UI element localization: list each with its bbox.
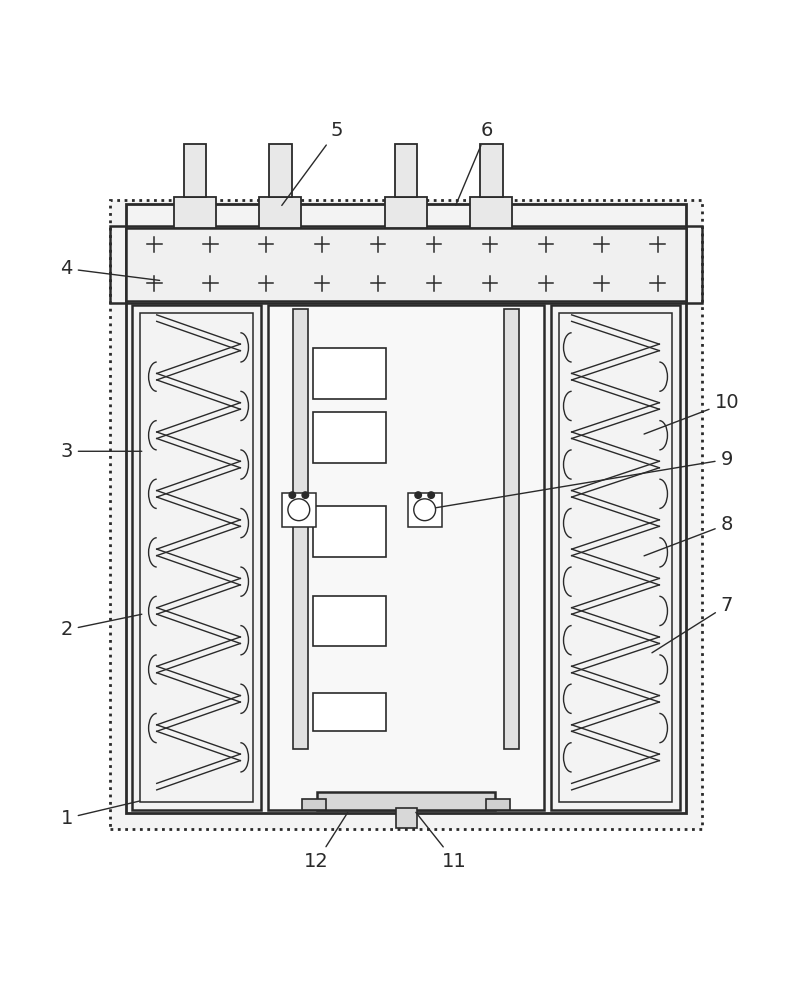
Bar <box>559 313 671 802</box>
Bar <box>302 799 326 810</box>
Bar <box>281 493 315 527</box>
Bar <box>126 204 685 813</box>
Bar <box>394 144 417 197</box>
Text: 8: 8 <box>643 515 732 556</box>
Bar <box>109 200 702 829</box>
Text: 12: 12 <box>304 813 347 871</box>
Bar <box>132 305 260 810</box>
Text: 10: 10 <box>643 393 738 434</box>
Text: 4: 4 <box>60 259 160 280</box>
Bar <box>384 197 427 228</box>
Bar <box>504 309 518 749</box>
Text: 9: 9 <box>436 450 732 508</box>
Bar <box>109 226 702 303</box>
Bar <box>312 506 385 557</box>
Text: 6: 6 <box>455 121 493 205</box>
Bar <box>407 493 441 527</box>
Bar <box>312 348 385 398</box>
Circle shape <box>414 492 421 498</box>
Text: 2: 2 <box>60 614 142 639</box>
Text: 5: 5 <box>281 121 343 205</box>
Circle shape <box>427 492 434 498</box>
Bar <box>126 228 685 301</box>
Bar <box>470 197 512 228</box>
Bar <box>140 313 252 802</box>
Bar <box>485 799 509 810</box>
Text: 11: 11 <box>415 812 466 871</box>
Text: 7: 7 <box>651 596 732 653</box>
Text: 3: 3 <box>60 442 142 461</box>
Bar <box>312 596 385 646</box>
Bar <box>396 808 416 828</box>
Bar <box>268 305 543 810</box>
Bar <box>316 792 495 810</box>
Bar <box>259 197 301 228</box>
Bar <box>183 144 206 197</box>
Circle shape <box>302 492 308 498</box>
Bar <box>174 197 216 228</box>
Bar <box>312 693 385 731</box>
Text: 1: 1 <box>60 801 139 828</box>
Circle shape <box>289 492 295 498</box>
Bar <box>551 305 679 810</box>
Bar <box>312 412 385 463</box>
Bar <box>293 309 307 749</box>
Bar <box>268 144 291 197</box>
Bar <box>479 144 502 197</box>
